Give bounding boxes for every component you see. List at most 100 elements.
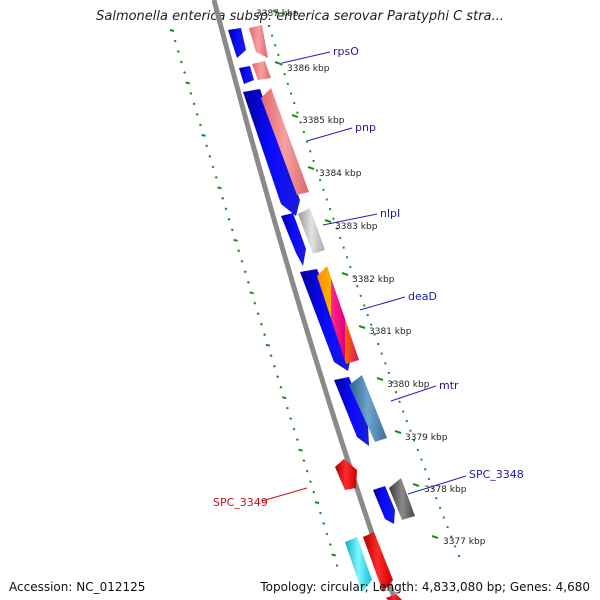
scale-dash	[322, 522, 326, 525]
scale-dash	[183, 71, 187, 74]
inner-scale-dashes	[169, 29, 339, 567]
scale-dash	[221, 196, 225, 200]
gene-label: SPC_3349	[213, 496, 268, 509]
cds-feature	[335, 459, 357, 490]
tick-mark	[394, 430, 402, 434]
scale-dash	[305, 469, 309, 473]
cds-feature	[373, 486, 395, 524]
tick-mark	[307, 166, 315, 170]
scale-dot	[363, 304, 366, 307]
scale-dot	[380, 352, 383, 355]
scale-dot	[420, 458, 423, 461]
scale-dot	[356, 285, 359, 288]
scale-dot	[290, 92, 292, 95]
outer-scale-dots	[268, 25, 460, 557]
scale-dot	[271, 34, 274, 37]
cds-feature	[261, 88, 309, 195]
cds-feature	[334, 377, 369, 446]
tick-marks	[272, 10, 439, 539]
scale-dot	[283, 73, 286, 76]
scale-dot	[280, 63, 283, 66]
gene-leader-line	[390, 385, 437, 402]
scale-dot	[431, 487, 434, 490]
scale-dot	[424, 468, 427, 471]
tick-mark	[341, 272, 349, 276]
scale-dash	[263, 333, 267, 337]
scale-dot	[293, 102, 296, 105]
scale-dot	[274, 44, 277, 47]
cds-feature	[252, 61, 271, 80]
tick-label: 3378 kbp	[424, 485, 467, 495]
scale-dot	[413, 439, 416, 442]
scale-dash	[169, 29, 175, 32]
scale-dot	[302, 131, 305, 133]
tick-mark	[324, 219, 332, 223]
cds-feature	[298, 208, 325, 254]
gene-leader-line	[322, 213, 378, 226]
scale-dash	[312, 490, 316, 494]
scale-dash	[272, 364, 276, 368]
tick-mark	[358, 325, 366, 329]
tick-label: 3385 kbp	[302, 116, 345, 126]
gene-leader-line	[281, 51, 331, 64]
scale-dot	[315, 169, 318, 172]
scale-dash	[269, 354, 273, 358]
tick-label: 3382 kbp	[352, 275, 395, 285]
gene-leader-line	[359, 296, 406, 311]
scale-dot	[349, 265, 352, 268]
cds-feature	[389, 478, 415, 520]
tick-mark	[431, 535, 439, 539]
scale-dot	[405, 420, 408, 423]
cds-feature	[345, 537, 372, 592]
scale-dash	[198, 123, 202, 127]
scale-dash	[259, 322, 263, 326]
scale-dot	[342, 246, 345, 249]
gene-label: SPC_3348	[469, 468, 524, 481]
scale-dash	[276, 375, 280, 379]
scale-dot	[296, 111, 299, 114]
cds-feature	[243, 89, 300, 216]
scale-dot	[359, 294, 362, 297]
scale-dash	[314, 501, 320, 505]
scale-dot	[370, 323, 373, 326]
scale-dash	[253, 301, 257, 305]
scale-dot	[319, 179, 322, 182]
tick-label: 3377 kbp	[443, 537, 486, 547]
scale-dash	[325, 532, 329, 536]
accession-text: Accession: NC_012125	[9, 580, 146, 594]
scale-dash	[256, 312, 260, 316]
scale-dot	[454, 545, 457, 548]
tick-mark	[274, 61, 282, 65]
cds-feature	[349, 375, 387, 442]
scale-dash	[211, 165, 215, 169]
scale-dot	[402, 410, 405, 413]
scale-dash	[179, 60, 183, 64]
scale-dash	[185, 81, 190, 85]
scale-dot	[391, 381, 394, 384]
scale-dash	[233, 238, 238, 242]
gene-label: deaD	[408, 290, 437, 303]
cds-feature	[281, 213, 306, 266]
scale-dot	[339, 237, 342, 239]
scale-dot	[332, 217, 335, 220]
gene-leader-line	[306, 127, 353, 142]
scale-dash	[318, 511, 322, 515]
tick-label: 3380 kbp	[387, 380, 430, 390]
scale-dot	[450, 535, 453, 538]
scale-dot	[306, 140, 308, 143]
tick-label: 3383 kbp	[335, 222, 378, 232]
scale-dot	[387, 371, 390, 374]
scale-dot	[446, 526, 449, 529]
scale-dot	[384, 362, 387, 365]
scale-dash	[217, 186, 222, 190]
scale-dot	[442, 516, 445, 519]
scale-dot	[373, 333, 376, 336]
summary-text: Topology: circular; Length: 4,833,080 bp…	[260, 580, 590, 594]
scale-dot	[309, 150, 312, 153]
scale-dot	[395, 391, 397, 394]
tick-label: 3381 kbp	[369, 327, 412, 337]
scale-dash	[249, 291, 254, 295]
scale-dash	[331, 553, 336, 557]
cds-feature	[300, 269, 352, 371]
scale-dot	[299, 121, 302, 124]
